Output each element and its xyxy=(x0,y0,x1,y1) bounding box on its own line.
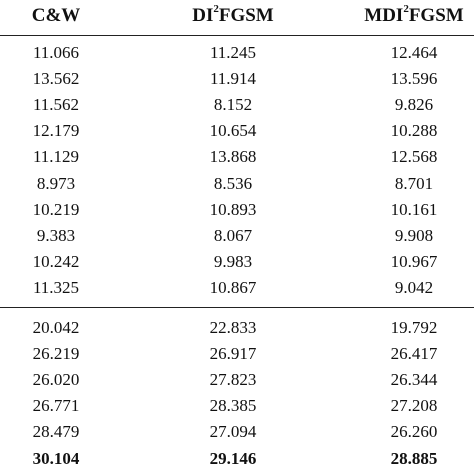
table-cell: 26.917 xyxy=(209,344,257,364)
table-cell: 27.094 xyxy=(209,422,257,442)
table-cell: 27.208 xyxy=(390,396,438,416)
table-cell: 12.568 xyxy=(390,147,438,167)
table-cell: 11.562 xyxy=(32,95,80,115)
table-cell: 26.344 xyxy=(390,370,438,390)
table-cell: 22.833 xyxy=(209,318,257,337)
table-cell: 10.242 xyxy=(32,251,80,271)
table-cell: 26.219 xyxy=(32,344,80,364)
table-cell: 12.179 xyxy=(32,121,80,141)
group-divider-rule xyxy=(0,307,474,308)
table-cell: 10.867 xyxy=(209,277,257,297)
table-cell: 26.020 xyxy=(32,370,80,390)
table-cell: 30.104 xyxy=(32,448,80,468)
table-cell: 28.479 xyxy=(32,422,80,442)
header-cw: C&W xyxy=(31,5,81,26)
table-cell: 26.260 xyxy=(390,422,438,442)
table-cell: 9.908 xyxy=(394,225,434,245)
table-cell: 10.161 xyxy=(390,199,438,219)
table-cell: 11.066 xyxy=(32,43,80,62)
table-cell: 8.067 xyxy=(213,225,253,245)
table-cell: 28.885 xyxy=(390,448,438,468)
table-cell: 26.771 xyxy=(32,396,80,416)
table-cell: 8.536 xyxy=(213,173,253,193)
table-cell: 12.464 xyxy=(390,43,438,62)
table-cell: 13.596 xyxy=(390,69,438,89)
table-cell: 10.219 xyxy=(32,199,80,219)
table-cell: 20.042 xyxy=(32,318,80,337)
table-cell: 8.973 xyxy=(36,173,76,193)
top-rule xyxy=(0,35,474,36)
table-cell: 8.701 xyxy=(394,173,434,193)
table-cell: 19.792 xyxy=(390,318,438,337)
table-cell: 9.983 xyxy=(213,251,253,271)
table-cell: 10.654 xyxy=(209,121,257,141)
table-cell: 11.325 xyxy=(32,277,80,297)
header-di2fgsm: DI2FGSM xyxy=(192,3,274,27)
table-cell: 8.152 xyxy=(213,95,253,115)
table-cell: 10.288 xyxy=(390,121,438,141)
table-cell: 9.826 xyxy=(394,95,434,115)
table-cell: 9.383 xyxy=(36,225,76,245)
table-cell: 29.146 xyxy=(209,448,257,468)
table-cell: 28.385 xyxy=(209,396,257,416)
table-cell: 11.914 xyxy=(209,69,257,89)
table-cell: 10.967 xyxy=(390,251,438,271)
table-cell: 13.868 xyxy=(209,147,257,167)
table-cell: 27.823 xyxy=(209,370,257,390)
table-cell: 9.042 xyxy=(394,277,434,297)
table-cell: 11.129 xyxy=(32,147,80,167)
table-cell: 13.562 xyxy=(32,69,80,89)
header-mdi2fgsm: MDI2FGSM xyxy=(364,3,464,27)
table-cell: 10.893 xyxy=(209,199,257,219)
table-cell: 26.417 xyxy=(390,344,438,364)
table-cell: 11.245 xyxy=(209,43,257,62)
